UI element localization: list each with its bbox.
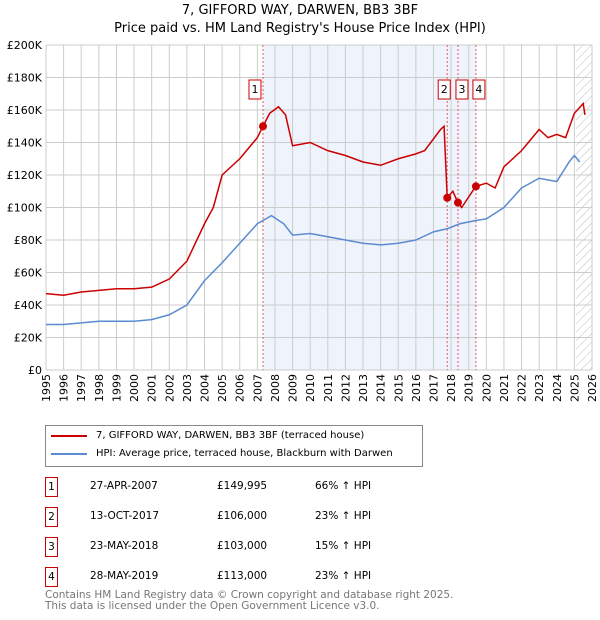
x-tick-label: 1996 [58,374,71,402]
x-tick-label: 2004 [199,374,212,402]
x-tick-label: 2000 [128,374,141,402]
sale-label: 1 [251,83,258,96]
y-tick-label: £80K [14,234,43,247]
sale-price: £149,995 [217,480,268,492]
x-tick-label: 2022 [516,374,529,402]
sale-row: 1 27-APR-2007 £149,995 66% ↑ HPI [45,475,445,499]
x-tick-label: 2021 [498,374,511,402]
y-tick-label: £180K [7,72,43,85]
y-tick-label: £120K [7,169,43,182]
sale-point [471,182,480,191]
x-tick-label: 2013 [357,374,370,402]
x-tick-label: 1999 [110,374,123,402]
sale-label: 3 [458,83,465,96]
sale-date: 13-OCT-2017 [90,510,159,522]
x-tick-label: 2018 [445,374,458,402]
legend-item-property: 7, GIFFORD WAY, DARWEN, BB3 3BF (terrace… [51,430,364,441]
x-tick-label: 2015 [392,374,405,402]
x-tick-label: 2017 [427,374,440,402]
footer: Contains HM Land Registry data © Crown c… [45,590,453,612]
sale-row: 3 23-MAY-2018 £103,000 15% ↑ HPI [45,535,445,559]
sale-label-box [455,79,469,100]
x-tick-label: 2016 [410,374,423,402]
footer-line: Contains HM Land Registry data © Crown c… [45,589,454,601]
x-tick-label: 2007 [251,374,264,402]
sale-number: 4 [45,567,58,587]
sale-point [443,193,452,202]
sale-number: 2 [45,507,58,527]
y-tick-label: £60K [14,267,43,280]
sale-label: 4 [475,83,482,96]
footer-line: This data is licensed under the Open Gov… [45,600,380,612]
sale-label-box [437,79,451,100]
x-tick-label: 2005 [216,374,229,402]
sale-price: £103,000 [217,540,268,552]
x-tick-label: 2019 [463,374,476,402]
x-tick-label: 2008 [269,374,282,402]
sale-row: 2 13-OCT-2017 £106,000 23% ↑ HPI [45,505,445,529]
sale-hpi-diff: 15% ↑ HPI [315,540,372,552]
y-tick-label: £160K [7,104,43,117]
chart-subtitle: Price paid vs. HM Land Registry's House … [114,21,486,36]
x-tick-label: 2011 [322,374,335,402]
sale-date: 27-APR-2007 [90,480,158,492]
x-tick-label: 2006 [234,374,247,402]
x-tick-label: 2010 [304,374,317,402]
price-chart: 1995 1996 1997 1998 1999 2000 2001 2002 2003 2004… [7,39,599,402]
sale-label-box [248,79,262,100]
y-tick-label: £100K [7,202,43,215]
sale-hpi-diff: 66% ↑ HPI [315,480,372,492]
chart-title: 7, GIFFORD WAY, DARWEN, BB3 3BF [181,3,419,18]
sale-number: 3 [45,537,58,557]
x-tick-label: 2002 [163,374,176,402]
sale-point [453,198,462,207]
sale-date: 23-MAY-2018 [90,540,159,552]
legend-item-hpi: HPI: Average price, terraced house, Blac… [51,448,393,459]
series-line [46,154,581,326]
x-tick-label: 2025 [568,374,581,402]
x-tick-label: 1995 [40,374,53,402]
legend-label: HPI: Average price, terraced house, Blac… [96,448,393,459]
x-tick-label: 1997 [75,374,88,402]
x-tick-label: 2026 [586,374,599,402]
x-tick-label: 2012 [339,374,352,402]
legend: 7, GIFFORD WAY, DARWEN, BB3 3BF (terrace… [45,425,423,467]
y-tick-label: £40K [14,299,43,312]
legend-label: 7, GIFFORD WAY, DARWEN, BB3 3BF (terrace… [96,430,365,441]
sale-price: £106,000 [217,510,268,522]
x-tick-label: 2009 [287,374,300,402]
x-tick-label: 2001 [146,374,159,402]
sale-label: 2 [441,83,448,96]
sale-date: 28-MAY-2019 [90,570,159,582]
y-tick-label: £20K [14,332,43,345]
series-line [45,101,586,297]
sale-point [258,122,267,131]
y-tick-label: £140K [7,137,43,150]
x-tick-label: 2024 [551,374,564,402]
y-tick-label: £0 [28,364,42,377]
x-tick-label: 1998 [93,374,106,402]
x-tick-label: 2020 [480,374,493,402]
sale-label-box [472,79,486,100]
sale-row: 4 28-MAY-2019 £113,000 23% ↑ HPI [45,565,445,589]
sale-price: £113,000 [217,570,268,582]
x-tick-label: 2014 [375,374,388,402]
sale-hpi-diff: 23% ↑ HPI [315,510,372,522]
x-tick-label: 2003 [181,374,194,402]
sale-number: 1 [45,477,58,497]
y-tick-label: £200K [7,39,43,52]
x-tick-label: 2023 [533,374,546,402]
sale-hpi-diff: 23% ↑ HPI [315,570,372,582]
